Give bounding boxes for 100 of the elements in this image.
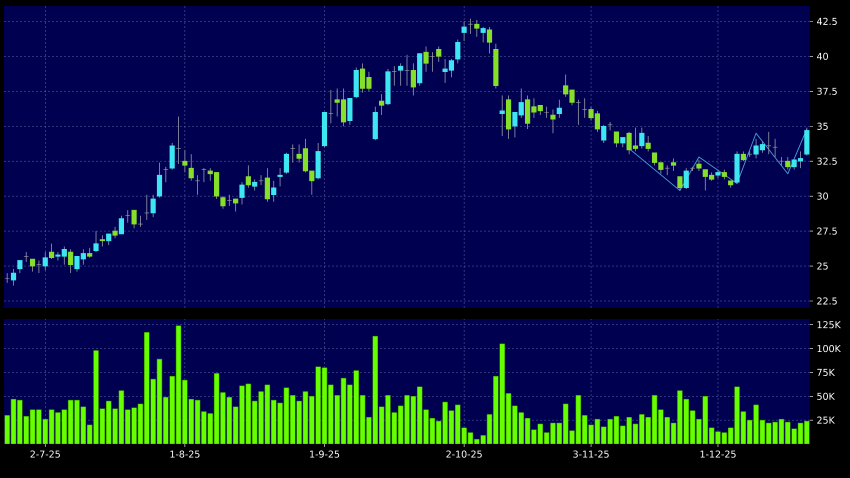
- candlestick: [486, 26, 492, 54]
- y-tick-label: 125K: [818, 321, 841, 328]
- candlestick: [163, 166, 168, 183]
- y-tick-label: 75K: [817, 368, 835, 376]
- candlestick: [290, 144, 296, 163]
- candlestick: [68, 248, 74, 274]
- y-tick-label: 50K: [817, 392, 835, 400]
- candlestick: [468, 18, 474, 34]
- y-tick-label: 37.5: [817, 88, 837, 95]
- y-tick-label: 35: [817, 122, 828, 130]
- candlestick: [804, 127, 810, 156]
- x-tick-label: 2-10-25: [446, 450, 482, 458]
- candlestick: [690, 166, 696, 172]
- candlestick: [277, 168, 283, 187]
- candlestick: [347, 98, 352, 126]
- candlestick: [284, 152, 290, 174]
- candlestick: [144, 194, 150, 220]
- candlestick: [239, 182, 245, 205]
- candlestick: [766, 131, 772, 155]
- candlestick: [677, 176, 682, 191]
- candlestick: [601, 124, 606, 144]
- candlestick: [614, 131, 620, 148]
- candlestick: [112, 226, 118, 238]
- candlestick: [772, 138, 778, 158]
- y-tick-label: 25K: [817, 416, 835, 424]
- bar: [354, 370, 359, 444]
- y-tick-label: 27.5: [817, 228, 837, 235]
- y-tick-label: 32.5: [817, 158, 837, 165]
- bar: [562, 404, 568, 444]
- candlestick: [462, 20, 467, 42]
- bar: [309, 396, 315, 444]
- candlestick: [379, 94, 384, 116]
- candlestick: [17, 260, 22, 274]
- bar: [702, 396, 708, 444]
- candlestick: [194, 174, 200, 196]
- candlestick: [201, 168, 206, 183]
- bar: [499, 344, 505, 444]
- candlestick: [118, 215, 124, 234]
- candlestick: [684, 168, 689, 190]
- bar: [169, 376, 175, 444]
- x-tick-label: 3-11-25: [573, 450, 609, 458]
- candlestick: [639, 127, 644, 150]
- bar: [144, 332, 150, 444]
- candlestick: [138, 215, 144, 228]
- bar: [264, 384, 270, 444]
- candlestick: [24, 252, 29, 262]
- candlestick: [125, 210, 130, 224]
- candlestick: [258, 174, 264, 186]
- candlestick: [93, 230, 99, 252]
- bar: [334, 395, 340, 444]
- candlestick: [271, 180, 276, 202]
- candlestick: [106, 233, 112, 246]
- candlestick: [778, 156, 784, 166]
- x-tick-label: 1-9-25: [310, 450, 340, 458]
- bar: [246, 384, 252, 444]
- bar: [410, 396, 416, 444]
- candlestick: [664, 164, 670, 176]
- candlestick: [156, 162, 162, 198]
- y-tick-label: 22.5: [817, 297, 837, 305]
- x-tick-label: 2-7-25: [30, 450, 60, 458]
- candlestick: [49, 243, 54, 260]
- candlestick: [556, 99, 562, 118]
- candlestick: [226, 194, 232, 206]
- y-tick-label: 30: [817, 192, 828, 200]
- bar: [290, 395, 296, 444]
- candlestick: [36, 260, 42, 274]
- candlestick: [430, 52, 435, 72]
- candlestick: [392, 66, 397, 86]
- candlestick: [4, 272, 10, 284]
- candlestick: [252, 178, 258, 191]
- bar: [214, 373, 220, 444]
- candlestick: [576, 99, 581, 126]
- x-tick-label: 1-12-25: [700, 450, 736, 458]
- candlestick: [480, 26, 486, 43]
- y-tick-label: 100K: [818, 344, 841, 352]
- candlestick: [646, 136, 651, 152]
- bar: [347, 384, 353, 444]
- candlestick: [722, 169, 727, 180]
- candlestick: [620, 137, 626, 148]
- candlestick: [87, 247, 92, 258]
- candlestick: [188, 154, 194, 182]
- candlestick: [182, 150, 188, 173]
- y-tick-label: 25: [817, 262, 828, 270]
- x-tick-label: 1-8-25: [170, 450, 200, 458]
- candlestick: [500, 95, 505, 136]
- candlestick: [176, 116, 182, 164]
- bar: [328, 384, 334, 444]
- bar: [493, 376, 499, 444]
- candlestick: [328, 89, 334, 124]
- bar: [182, 380, 188, 444]
- y-tick-label: 42.5: [817, 18, 837, 25]
- y-tick-label: 40: [817, 52, 828, 60]
- candlestick: [246, 164, 251, 188]
- candlestick: [544, 106, 550, 118]
- candlestick: [455, 39, 460, 64]
- bar: [150, 378, 156, 444]
- candlestick: [550, 109, 556, 134]
- candlestick: [100, 234, 105, 247]
- candlestick: [608, 122, 613, 131]
- candlestick: [582, 98, 588, 118]
